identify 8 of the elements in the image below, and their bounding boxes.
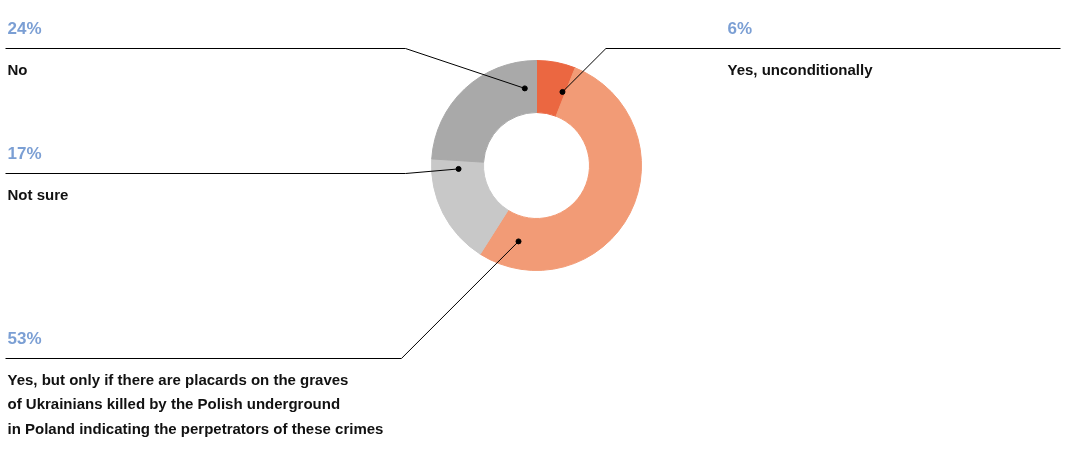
data-label: 24% xyxy=(7,19,42,38)
data-label: 53% xyxy=(7,329,42,348)
slice-label: No xyxy=(7,60,28,78)
slice-label: Yes, but only if there are placards on the graves of Ukrainians killed by the Polish underground in Poland indicating the perpetrators of these crimes xyxy=(7,370,384,437)
data-label: 6% xyxy=(727,19,753,38)
slice-label: Not sure xyxy=(7,185,69,203)
slice-label: Yes, unconditionally xyxy=(727,60,874,78)
data-label: 17% xyxy=(7,144,42,163)
